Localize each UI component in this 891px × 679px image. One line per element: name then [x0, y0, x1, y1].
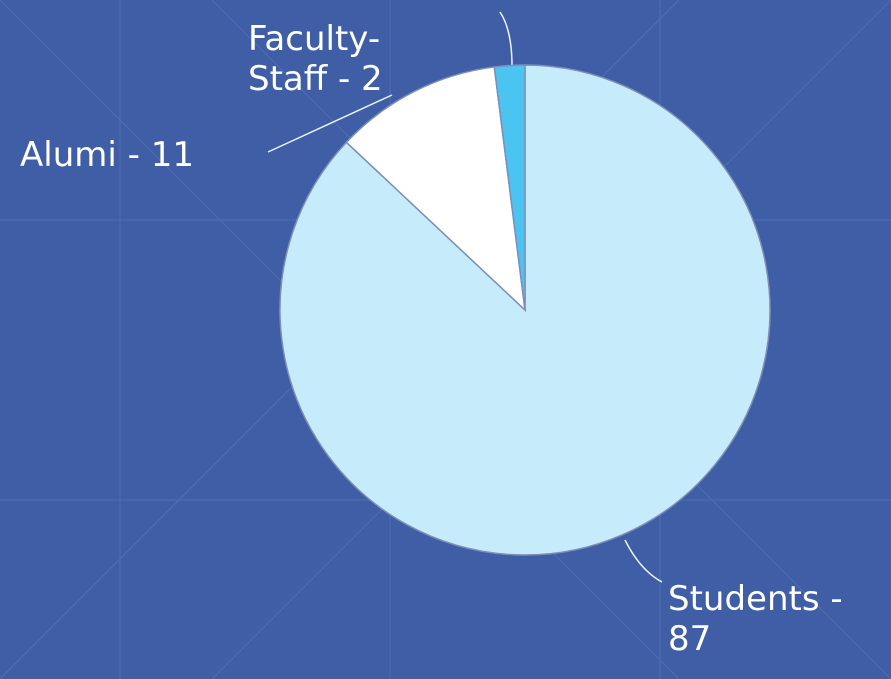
slice-label-line: Staff - 2 — [248, 59, 383, 99]
pie-slice — [493, 64, 526, 311]
leader-lines — [267, 11, 663, 583]
slice-label-line: Faculty- — [248, 19, 380, 59]
slice-label: Faculty-Staff - 2 — [248, 19, 383, 99]
slice-label: Students -87 — [668, 579, 843, 659]
slice-label-line: 87 — [668, 619, 711, 659]
slice-label: Alumi - 11 — [20, 135, 194, 175]
slice-label-line: Students - — [668, 579, 843, 619]
pie-slice — [345, 66, 527, 312]
slice-label-line: Alumi - 11 — [20, 135, 194, 175]
